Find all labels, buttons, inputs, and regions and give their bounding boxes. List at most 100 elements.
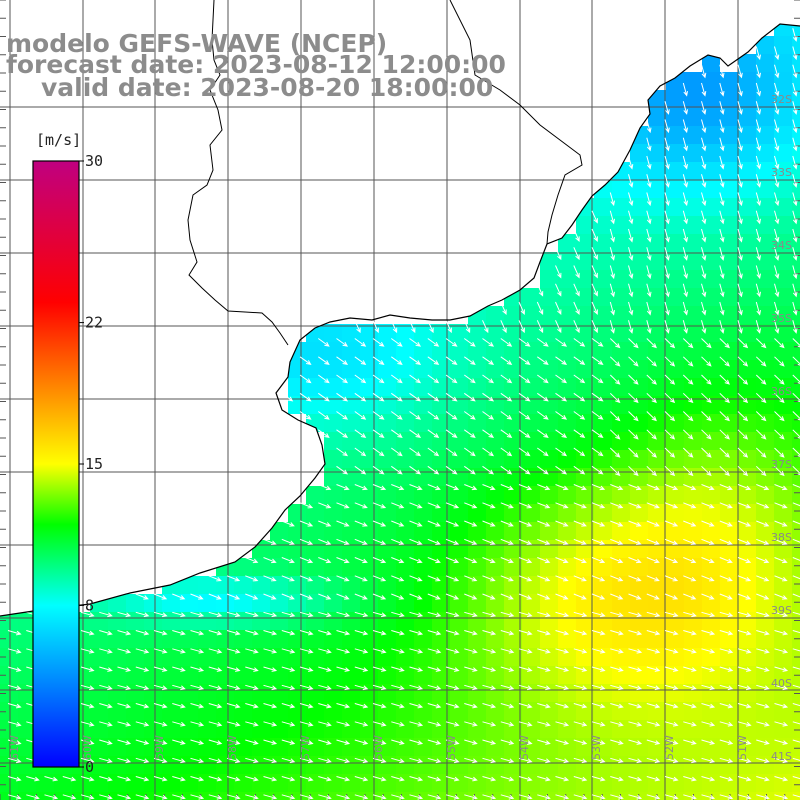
wind-cell xyxy=(612,432,630,450)
wind-cell xyxy=(558,648,576,666)
wind-arrow xyxy=(208,757,223,764)
wind-cell xyxy=(18,702,36,720)
wind-arrow xyxy=(591,520,606,527)
wind-arrow xyxy=(117,666,132,672)
wind-arrow xyxy=(664,137,670,152)
wind-arrow xyxy=(792,46,798,61)
wind-cell xyxy=(648,144,666,162)
wind-arrow xyxy=(409,411,422,420)
wind-arrow xyxy=(500,392,513,402)
wind-cell xyxy=(792,162,800,180)
wind-arrow xyxy=(774,392,785,404)
wind-cell xyxy=(630,720,648,738)
wind-arrow xyxy=(591,338,604,347)
wind-arrow xyxy=(756,630,770,636)
wind-arrow xyxy=(701,247,707,261)
wind-arrow xyxy=(664,192,670,207)
wind-cell xyxy=(450,702,468,720)
wind-arrow xyxy=(281,611,296,618)
wind-arrow xyxy=(391,630,405,636)
wind-cell xyxy=(648,306,666,324)
wind-arrow xyxy=(719,484,733,491)
wind-arrow xyxy=(99,757,113,764)
wind-cell xyxy=(792,36,800,54)
wind-cell xyxy=(684,522,702,540)
wind-cell xyxy=(756,666,774,684)
wind-arrow xyxy=(664,411,676,422)
wind-cell xyxy=(252,558,270,576)
wind-cell xyxy=(630,522,648,540)
wind-arrow xyxy=(318,666,332,672)
lat-label: 33S xyxy=(771,166,792,179)
wind-cell xyxy=(576,666,594,684)
wind-arrow xyxy=(336,593,350,600)
wind-arrow xyxy=(445,611,460,618)
wind-arrow xyxy=(701,502,715,509)
wind-cell xyxy=(396,324,414,342)
wind-arrow xyxy=(664,502,679,509)
wind-cell xyxy=(288,648,306,666)
wind-arrow xyxy=(719,648,734,654)
wind-arrow xyxy=(664,465,676,477)
wind-cell xyxy=(108,756,126,774)
wind-cell xyxy=(684,306,702,324)
wind-cell xyxy=(414,324,432,342)
wind-arrow xyxy=(409,374,422,384)
wind-cell xyxy=(414,792,432,804)
wind-arrow xyxy=(427,411,440,420)
wind-cell xyxy=(684,630,702,648)
wind-arrow xyxy=(464,648,478,654)
wind-arrow xyxy=(610,666,624,672)
lat-label: 38S xyxy=(771,531,792,544)
wind-arrow xyxy=(774,301,780,316)
wind-cell xyxy=(540,630,558,648)
wind-cell xyxy=(702,162,720,180)
wind-arrow xyxy=(409,575,423,582)
wind-cell xyxy=(522,324,540,342)
wind-arrow xyxy=(245,557,259,564)
wind-cell xyxy=(720,612,738,630)
wind-arrow xyxy=(591,447,604,457)
wind-cell xyxy=(558,306,576,324)
wind-cell xyxy=(684,594,702,612)
wind-cell xyxy=(378,450,396,468)
wind-arrow xyxy=(555,429,568,438)
wind-arrow xyxy=(117,630,132,636)
wind-arrow xyxy=(445,411,458,420)
wind-arrow xyxy=(354,684,369,691)
wind-arrow xyxy=(500,630,515,636)
wind-cell xyxy=(792,702,800,720)
wind-arrow xyxy=(427,703,442,709)
wind-cell xyxy=(720,756,738,774)
wind-arrow xyxy=(299,684,314,691)
wind-arrow xyxy=(263,630,278,636)
wind-arrow xyxy=(245,757,259,764)
wind-cell xyxy=(540,594,558,612)
wind-arrow xyxy=(391,557,405,564)
wind-arrow xyxy=(99,794,113,800)
wind-arrow xyxy=(208,794,223,800)
wind-arrow xyxy=(445,757,460,764)
wind-cell xyxy=(486,360,504,378)
wind-arrow xyxy=(755,356,767,367)
wind-arrow xyxy=(391,411,403,420)
wind-arrow xyxy=(427,721,442,727)
wind-arrow xyxy=(409,648,424,654)
wind-cell xyxy=(594,702,612,720)
wind-arrow xyxy=(609,228,615,243)
wind-arrow xyxy=(701,520,715,527)
wind-cell xyxy=(648,594,666,612)
wind-cell xyxy=(720,72,738,90)
wind-arrow xyxy=(646,611,661,618)
wind-cell xyxy=(630,216,648,234)
wind-cell xyxy=(576,774,594,792)
wind-cell xyxy=(756,414,774,432)
wind-arrow xyxy=(62,776,77,782)
wind-arrow xyxy=(354,611,369,618)
wind-arrow xyxy=(682,174,688,188)
wind-arrow xyxy=(628,283,634,298)
wind-cell xyxy=(558,504,576,522)
wind-cell xyxy=(720,198,738,216)
wind-arrow xyxy=(719,137,725,152)
